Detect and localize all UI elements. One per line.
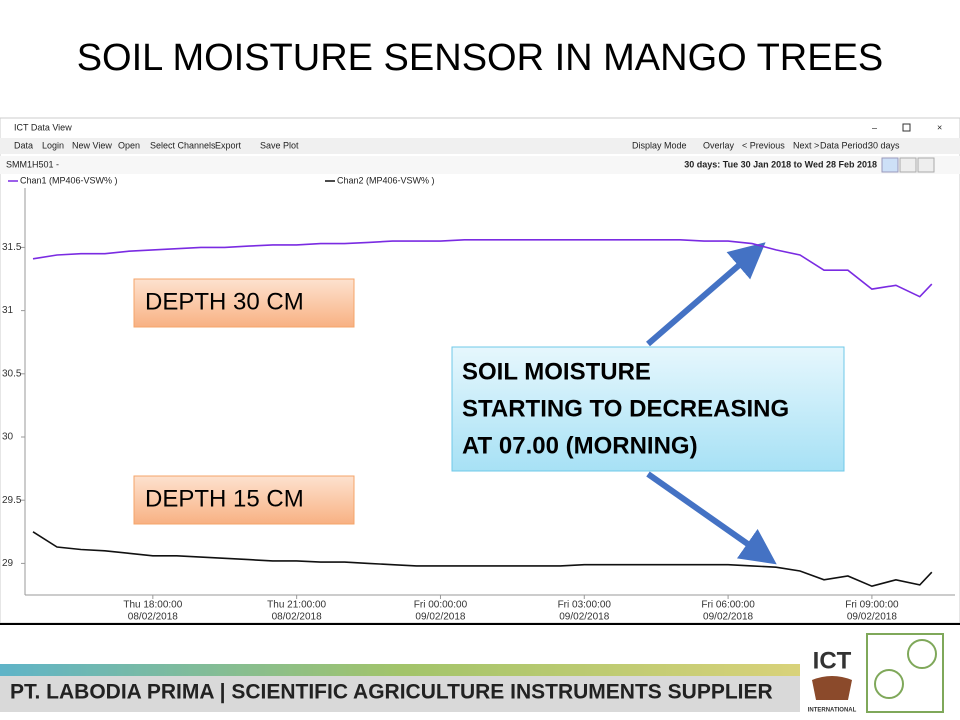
toolbar-button[interactable]: Save Plot (260, 140, 299, 150)
toolbar-button[interactable]: Data Period: (820, 140, 870, 150)
callout-line: SOIL MOISTURE (462, 358, 651, 385)
callout-line: AT 07.00 (MORNING) (462, 432, 698, 459)
legend-label: Chan2 (MP406-VSW% ) (337, 175, 435, 185)
period-label: 30 days: Tue 30 Jan 2018 to Wed 28 Feb 2… (684, 159, 877, 169)
pen-tool[interactable] (899, 157, 917, 173)
close[interactable]: × (937, 122, 942, 132)
footer-strip (0, 664, 800, 676)
toolbar-button[interactable]: Next > (793, 140, 819, 150)
logo-soil (812, 676, 852, 700)
depth-30-label: DEPTH 30 CM (145, 288, 304, 315)
logo-text: ICT (813, 647, 852, 674)
y-tick-label: 30.5 (2, 368, 22, 379)
minimize[interactable]: – (872, 122, 877, 132)
legend-label: Chan1 (MP406-VSW% ) (20, 175, 118, 185)
partner-logo (866, 633, 944, 713)
toolbar-button[interactable]: New View (72, 140, 112, 150)
toolbar-button[interactable]: Open (118, 140, 140, 150)
toolbar-button[interactable]: Export (215, 140, 242, 150)
y-tick-label: 31 (2, 305, 14, 316)
window-title: ICT Data View (14, 122, 72, 132)
partner-logo-part (907, 639, 937, 669)
toolbar-button[interactable]: Overlay (703, 140, 735, 150)
x-tick-label: 08/02/2018 (272, 612, 322, 623)
x-tick-label: Fri 06:00:00 (701, 600, 755, 611)
toolbar-button[interactable]: Data (14, 140, 33, 150)
x-tick-label: Thu 18:00:00 (123, 600, 182, 611)
toolbar-button[interactable]: Login (42, 140, 64, 150)
toolbar-button[interactable]: < Previous (742, 140, 785, 150)
series-line (32, 531, 933, 588)
logger-name: SMM1H501 - (6, 159, 59, 169)
x-tick-label: 09/02/2018 (703, 612, 753, 623)
depth-15-box (133, 475, 355, 525)
y-tick-label: 29 (2, 558, 14, 569)
toolbar (0, 138, 960, 154)
x-tick-label: 09/02/2018 (559, 612, 609, 623)
logo-sub: INTERNATIONAL (808, 708, 857, 714)
toolbar-button[interactable]: 30 days (868, 140, 900, 150)
arrow-down (646, 471, 777, 565)
clock-tool[interactable] (917, 157, 935, 173)
infobar (0, 156, 960, 174)
y-tick-label: 30 (2, 432, 14, 443)
x-tick-label: Fri 09:00:00 (845, 600, 899, 611)
arrow-up (646, 242, 766, 347)
x-tick-label: Thu 21:00:00 (267, 600, 326, 611)
x-tick-label: Fri 00:00:00 (414, 600, 468, 611)
x-tick-label: 08/02/2018 (128, 612, 178, 623)
slide-title: SOIL MOISTURE SENSOR IN MANGO TREES (77, 37, 884, 79)
x-tick-label: 09/02/2018 (415, 612, 465, 623)
x-tick-label: 09/02/2018 (847, 612, 897, 623)
series-line (32, 239, 933, 298)
footer-text: PT. LABODIA PRIMA | SCIENTIFIC AGRICULTU… (10, 681, 773, 704)
xy-tool[interactable] (881, 157, 899, 173)
depth-30-box (133, 278, 355, 328)
x-tick-label: Fri 03:00:00 (558, 600, 612, 611)
footer-band (0, 676, 800, 712)
y-tick-label: 29.5 (2, 495, 22, 506)
depth-15-label: DEPTH 15 CM (145, 485, 304, 512)
toolbar-button[interactable]: Select Channels (150, 140, 216, 150)
maximize[interactable] (902, 123, 911, 132)
callout-box (451, 346, 845, 472)
y-tick-label: 31.5 (2, 242, 22, 253)
toolbar-button[interactable]: Display Mode (632, 140, 687, 150)
callout-line: STARTING TO DECREASING (462, 395, 789, 422)
partner-logo-part (874, 669, 904, 699)
